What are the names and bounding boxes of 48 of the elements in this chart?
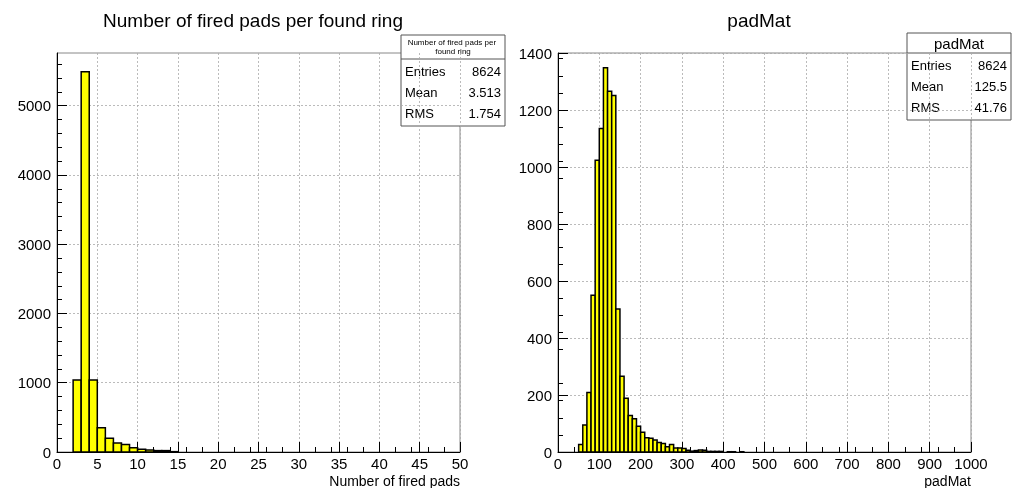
y-tick-label: 2000 (17, 304, 51, 322)
y-tick-label: 0 (543, 443, 552, 461)
y-tick-label: 0 (42, 443, 51, 461)
x-tick-label: 0 (553, 455, 563, 472)
y-tick-label: 1000 (518, 158, 552, 176)
y-tick-label: 1200 (518, 101, 552, 119)
y-tick-label: 800 (526, 215, 552, 233)
x-tick-label: 400 (710, 455, 736, 472)
text: Entries 8624 (911, 58, 1007, 73)
x-tick-label: 45 (411, 455, 429, 472)
y-tick-label: 600 (526, 272, 552, 290)
y-tick-label: 200 (526, 386, 552, 404)
chart-title: Number of fired pads per found ring (407, 38, 499, 56)
y-tick-label: 3000 (17, 235, 51, 253)
text: RMS 41.76 (911, 100, 1007, 115)
x-tick-label: 15 (169, 455, 187, 472)
x-tick-label: 800 (875, 455, 901, 472)
x-tick-label: 40 (371, 455, 388, 472)
text: RMS 1.754 (405, 106, 501, 121)
text: padMat (727, 10, 792, 31)
x-tick-label: 100 (586, 455, 612, 472)
text: Mean 125.5 (911, 79, 1007, 94)
y-tick-label: 400 (526, 329, 552, 347)
y-tick-label: 1400 (518, 44, 552, 62)
x-tick-label: 25 (250, 455, 267, 472)
x-tick-label: 50 (451, 455, 469, 472)
x-tick-label: 35 (330, 455, 348, 472)
x-tick-label: 500 (751, 455, 778, 472)
x-tick-label: 600 (793, 455, 819, 472)
x-tick-label: 200 (628, 455, 654, 472)
text: Mean 3.513 (405, 85, 501, 100)
x-axis-title: Number of fired pads (329, 473, 460, 488)
x-tick-label: 300 (669, 455, 695, 472)
x-tick-label: 5 (93, 455, 102, 472)
y-tick-label: 1000 (17, 374, 51, 392)
x-tick-label: 0 (52, 455, 62, 472)
text: Entries 8624 (405, 64, 501, 79)
y-tick-label: 5000 (17, 97, 51, 115)
x-tick-label: 10 (129, 455, 146, 472)
x-tick-label: 900 (917, 455, 943, 472)
x-tick-label: 1000 (954, 455, 988, 472)
x-tick-label: 700 (834, 455, 860, 472)
x-axis-title: padMat (924, 473, 972, 488)
y-tick-label: 4000 (17, 166, 51, 184)
x-tick-label: 20 (209, 455, 227, 472)
chart-title: padMat (933, 34, 985, 52)
text: Number of fired pads per found ring (103, 10, 403, 31)
x-tick-label: 30 (290, 455, 308, 472)
